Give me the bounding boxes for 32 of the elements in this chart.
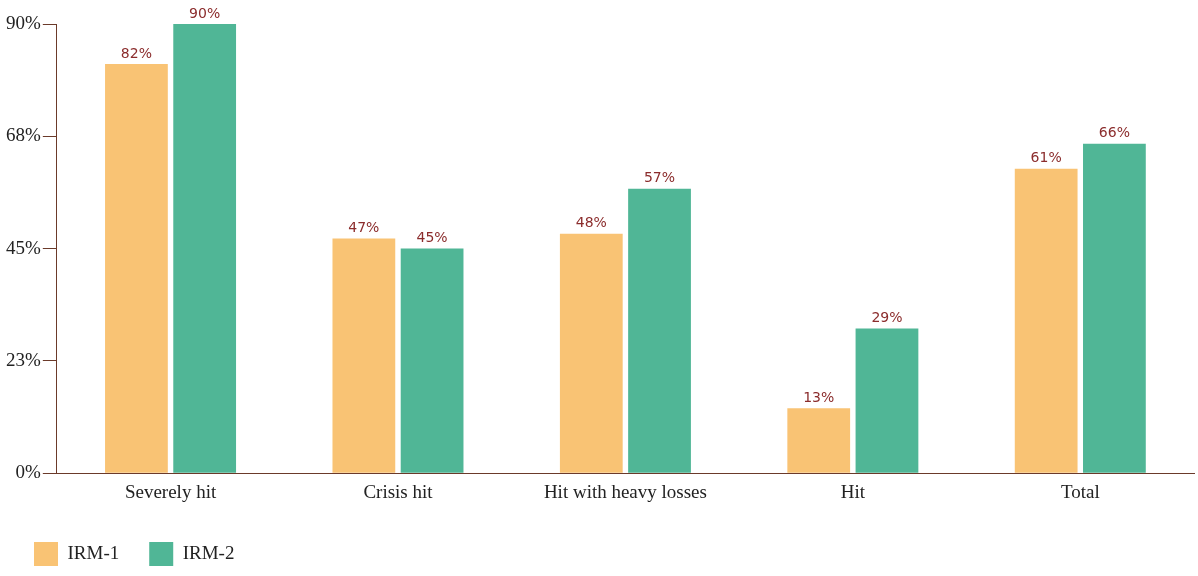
text: 48% bbox=[575, 214, 607, 231]
bar bbox=[173, 24, 237, 473]
text: 13% bbox=[803, 388, 835, 405]
x-tick-label: Crisis hit bbox=[363, 480, 434, 502]
text: 29% bbox=[871, 309, 903, 326]
bar bbox=[559, 233, 623, 473]
bar bbox=[628, 188, 691, 473]
legend-label: IRM-2 bbox=[182, 541, 235, 563]
y-tick-label: 90% bbox=[6, 11, 41, 33]
y-tick-label: 68% bbox=[6, 124, 41, 146]
y-tick-label: 23% bbox=[6, 348, 41, 370]
y-tick-label: 0% bbox=[15, 461, 41, 483]
bar bbox=[1014, 168, 1078, 473]
bar bbox=[105, 63, 168, 473]
x-tick-label: Severely hit bbox=[124, 480, 217, 502]
text: 82% bbox=[120, 44, 152, 61]
bar bbox=[787, 408, 851, 473]
legend-label: IRM-1 bbox=[67, 541, 120, 563]
x-tick-label: Total bbox=[1060, 480, 1100, 502]
bar bbox=[855, 328, 919, 473]
bar bbox=[400, 248, 464, 473]
bar bbox=[1083, 143, 1146, 473]
y-tick-label: 45% bbox=[6, 236, 41, 258]
x-tick-label: Hit bbox=[840, 480, 866, 502]
text: 57% bbox=[643, 169, 676, 186]
text: 45% bbox=[416, 229, 448, 246]
text: 66% bbox=[1098, 124, 1130, 141]
bar bbox=[332, 238, 396, 473]
x-tick-label: Hit with heavy losses bbox=[543, 480, 707, 502]
text: 61% bbox=[1030, 149, 1062, 166]
text: 90% bbox=[189, 4, 221, 21]
text: 47% bbox=[348, 219, 380, 236]
